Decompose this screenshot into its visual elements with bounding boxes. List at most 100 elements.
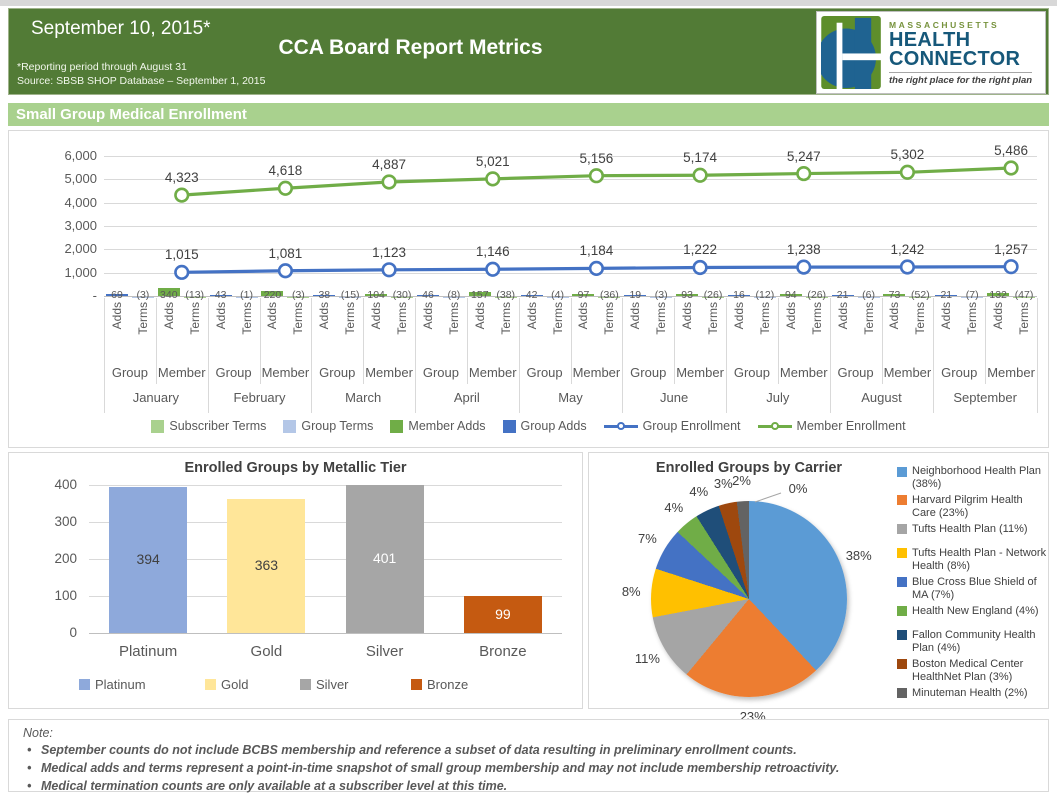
note-bullet: Medical adds and terms represent a point… bbox=[23, 760, 1034, 778]
axis-month-label: March bbox=[345, 390, 382, 405]
axis-value-label: (26) bbox=[703, 289, 723, 301]
axis-sub-label: Adds bbox=[472, 302, 487, 330]
axis-value-label: 220 bbox=[263, 289, 282, 301]
axis-member-label: Member bbox=[261, 365, 310, 380]
legend-label: Boston Medical Center HealthNet Plan (3%… bbox=[912, 657, 1024, 683]
bar-value-label: 99 bbox=[495, 605, 511, 622]
bar-silver bbox=[345, 485, 424, 633]
pie bbox=[651, 501, 847, 697]
axis-month-separator bbox=[829, 298, 831, 413]
axis-minor-separator bbox=[363, 298, 365, 384]
legend-swatch bbox=[300, 679, 311, 690]
legend-swatch bbox=[897, 466, 907, 477]
axis-sub-label: Adds bbox=[680, 302, 695, 330]
gridline bbox=[104, 272, 1037, 274]
group-enrollment-data-label: 1,081 bbox=[268, 245, 303, 261]
member-enrollment-data-label: 5,486 bbox=[994, 142, 1028, 158]
axis-value-label: (3) bbox=[136, 289, 150, 301]
group-enrollment-marker bbox=[796, 259, 812, 275]
axis-value-label: 16 bbox=[733, 289, 745, 301]
axis-sub-label: Adds bbox=[835, 302, 850, 330]
mini-bar-subscriber-terms bbox=[494, 297, 517, 298]
axis-value-label: 340 bbox=[160, 289, 178, 301]
group-enrollment-data-label: 1,238 bbox=[786, 242, 821, 258]
legend-label: Subscriber Terms bbox=[169, 419, 267, 433]
legend-item-minuteman-health-2-: Minuteman Health (2%) bbox=[897, 687, 1047, 700]
legend-swatch bbox=[897, 659, 907, 670]
axis-sub-label: Terms bbox=[395, 302, 410, 335]
bar-value-label: 394 bbox=[136, 551, 160, 568]
axis-group-label: Group bbox=[215, 365, 252, 380]
mini-bar-member-adds bbox=[468, 292, 491, 296]
y-axis-tick-label: 0 bbox=[69, 625, 77, 640]
axis-value-label: 19 bbox=[629, 289, 642, 301]
mini-bar-group-adds bbox=[831, 295, 854, 296]
x-axis-line bbox=[89, 633, 562, 634]
axis-sub-label: Terms bbox=[913, 302, 928, 335]
member-enrollment-data-label: 4,887 bbox=[372, 156, 406, 172]
mini-bar-member-adds bbox=[157, 288, 180, 296]
group-enrollment-line bbox=[181, 265, 1012, 274]
axis-month-label: September bbox=[953, 390, 1017, 405]
member-enrollment-marker bbox=[899, 164, 916, 180]
chart-legend: Subscriber Terms Group Terms Member Adds Gr… bbox=[9, 419, 1048, 433]
axis-month-separator bbox=[1037, 298, 1038, 413]
axis-sub-label: Terms bbox=[291, 302, 306, 335]
legend-label: Group Adds bbox=[520, 419, 587, 433]
bar-chart-title: Enrolled Groups by Metallic Tier bbox=[184, 460, 407, 476]
mini-bar-group-terms bbox=[753, 297, 776, 298]
health-connector-h-icon bbox=[821, 16, 883, 89]
legend-item-subscriber-terms: Subscriber Terms bbox=[151, 419, 266, 433]
axis-month-label: August bbox=[861, 390, 902, 405]
pie-slice-label-0pct: 0% bbox=[788, 481, 808, 496]
legend-item-tufts-health-plan-network-health-8-: Tufts Health Plan - Network Health (8%) bbox=[897, 547, 1047, 573]
group-enrollment-marker bbox=[485, 261, 501, 277]
gridline bbox=[104, 156, 1037, 157]
legend-item-health-new-england-4-: Health New England (4%) bbox=[897, 605, 1047, 618]
mini-bar-group-adds bbox=[209, 294, 232, 296]
axis-value-label: 21 bbox=[940, 289, 953, 301]
legend-label: Gold bbox=[221, 677, 249, 692]
bar-value-label: 401 bbox=[372, 550, 397, 566]
mini-bar-subscriber-terms bbox=[183, 297, 206, 298]
gridline bbox=[104, 202, 1037, 204]
member-enrollment-marker bbox=[381, 174, 397, 190]
legend-swatch bbox=[205, 679, 216, 690]
reporting-period-note: *Reporting period through August 31 bbox=[17, 60, 187, 73]
gridline bbox=[89, 522, 562, 523]
legend-item-fallon-community-health-plan-4-: Fallon Community Health Plan (4%) bbox=[897, 629, 1047, 655]
axis-member-label: Member bbox=[883, 365, 932, 380]
axis-sub-label: Adds bbox=[213, 302, 228, 330]
axis-value-label: 21 bbox=[836, 289, 849, 301]
mini-bar-group-adds bbox=[105, 294, 128, 296]
axis-value-label: 93 bbox=[681, 289, 693, 301]
legend-label: Tufts Health Plan - Network Health (8%) bbox=[912, 546, 1047, 573]
axis-value-label: (7) bbox=[965, 289, 979, 301]
axis-minor-separator bbox=[674, 298, 676, 384]
axis-sub-label: Terms bbox=[654, 302, 669, 335]
mini-bar-group-terms bbox=[650, 297, 673, 298]
legend-swatch bbox=[283, 419, 297, 433]
axis-member-label: Member bbox=[365, 365, 413, 380]
window-top-edge bbox=[0, 0, 1057, 6]
bar-platinum bbox=[109, 487, 188, 633]
pie-slice-label-4pct: 4% bbox=[689, 484, 709, 500]
bar-value-label: 363 bbox=[254, 556, 279, 573]
legend-item-silver: Silver bbox=[300, 677, 349, 692]
gridline bbox=[104, 249, 1037, 251]
axis-value-label: (12) bbox=[755, 289, 775, 301]
legend-swatch bbox=[897, 495, 907, 506]
axis-minor-separator bbox=[259, 298, 261, 384]
pie-slice-label-7pct: 7% bbox=[638, 530, 657, 546]
group-enrollment-data-label: 1,222 bbox=[683, 242, 717, 258]
mini-bar-member-adds bbox=[572, 293, 595, 296]
mini-bar-group-terms bbox=[235, 297, 258, 298]
axis-value-label: 97 bbox=[577, 289, 590, 301]
legend-item-harvard-pilgrim-health-care-23-: Harvard Pilgrim Health Care (23%) bbox=[897, 494, 1047, 520]
mini-bar-group-terms bbox=[857, 297, 880, 298]
legend-swatch bbox=[502, 419, 516, 433]
axis-minor-separator bbox=[881, 298, 883, 384]
axis-value-label: (13) bbox=[185, 289, 205, 301]
mini-bar-member-adds bbox=[779, 293, 802, 296]
axis-sub-label: Adds bbox=[628, 302, 643, 330]
